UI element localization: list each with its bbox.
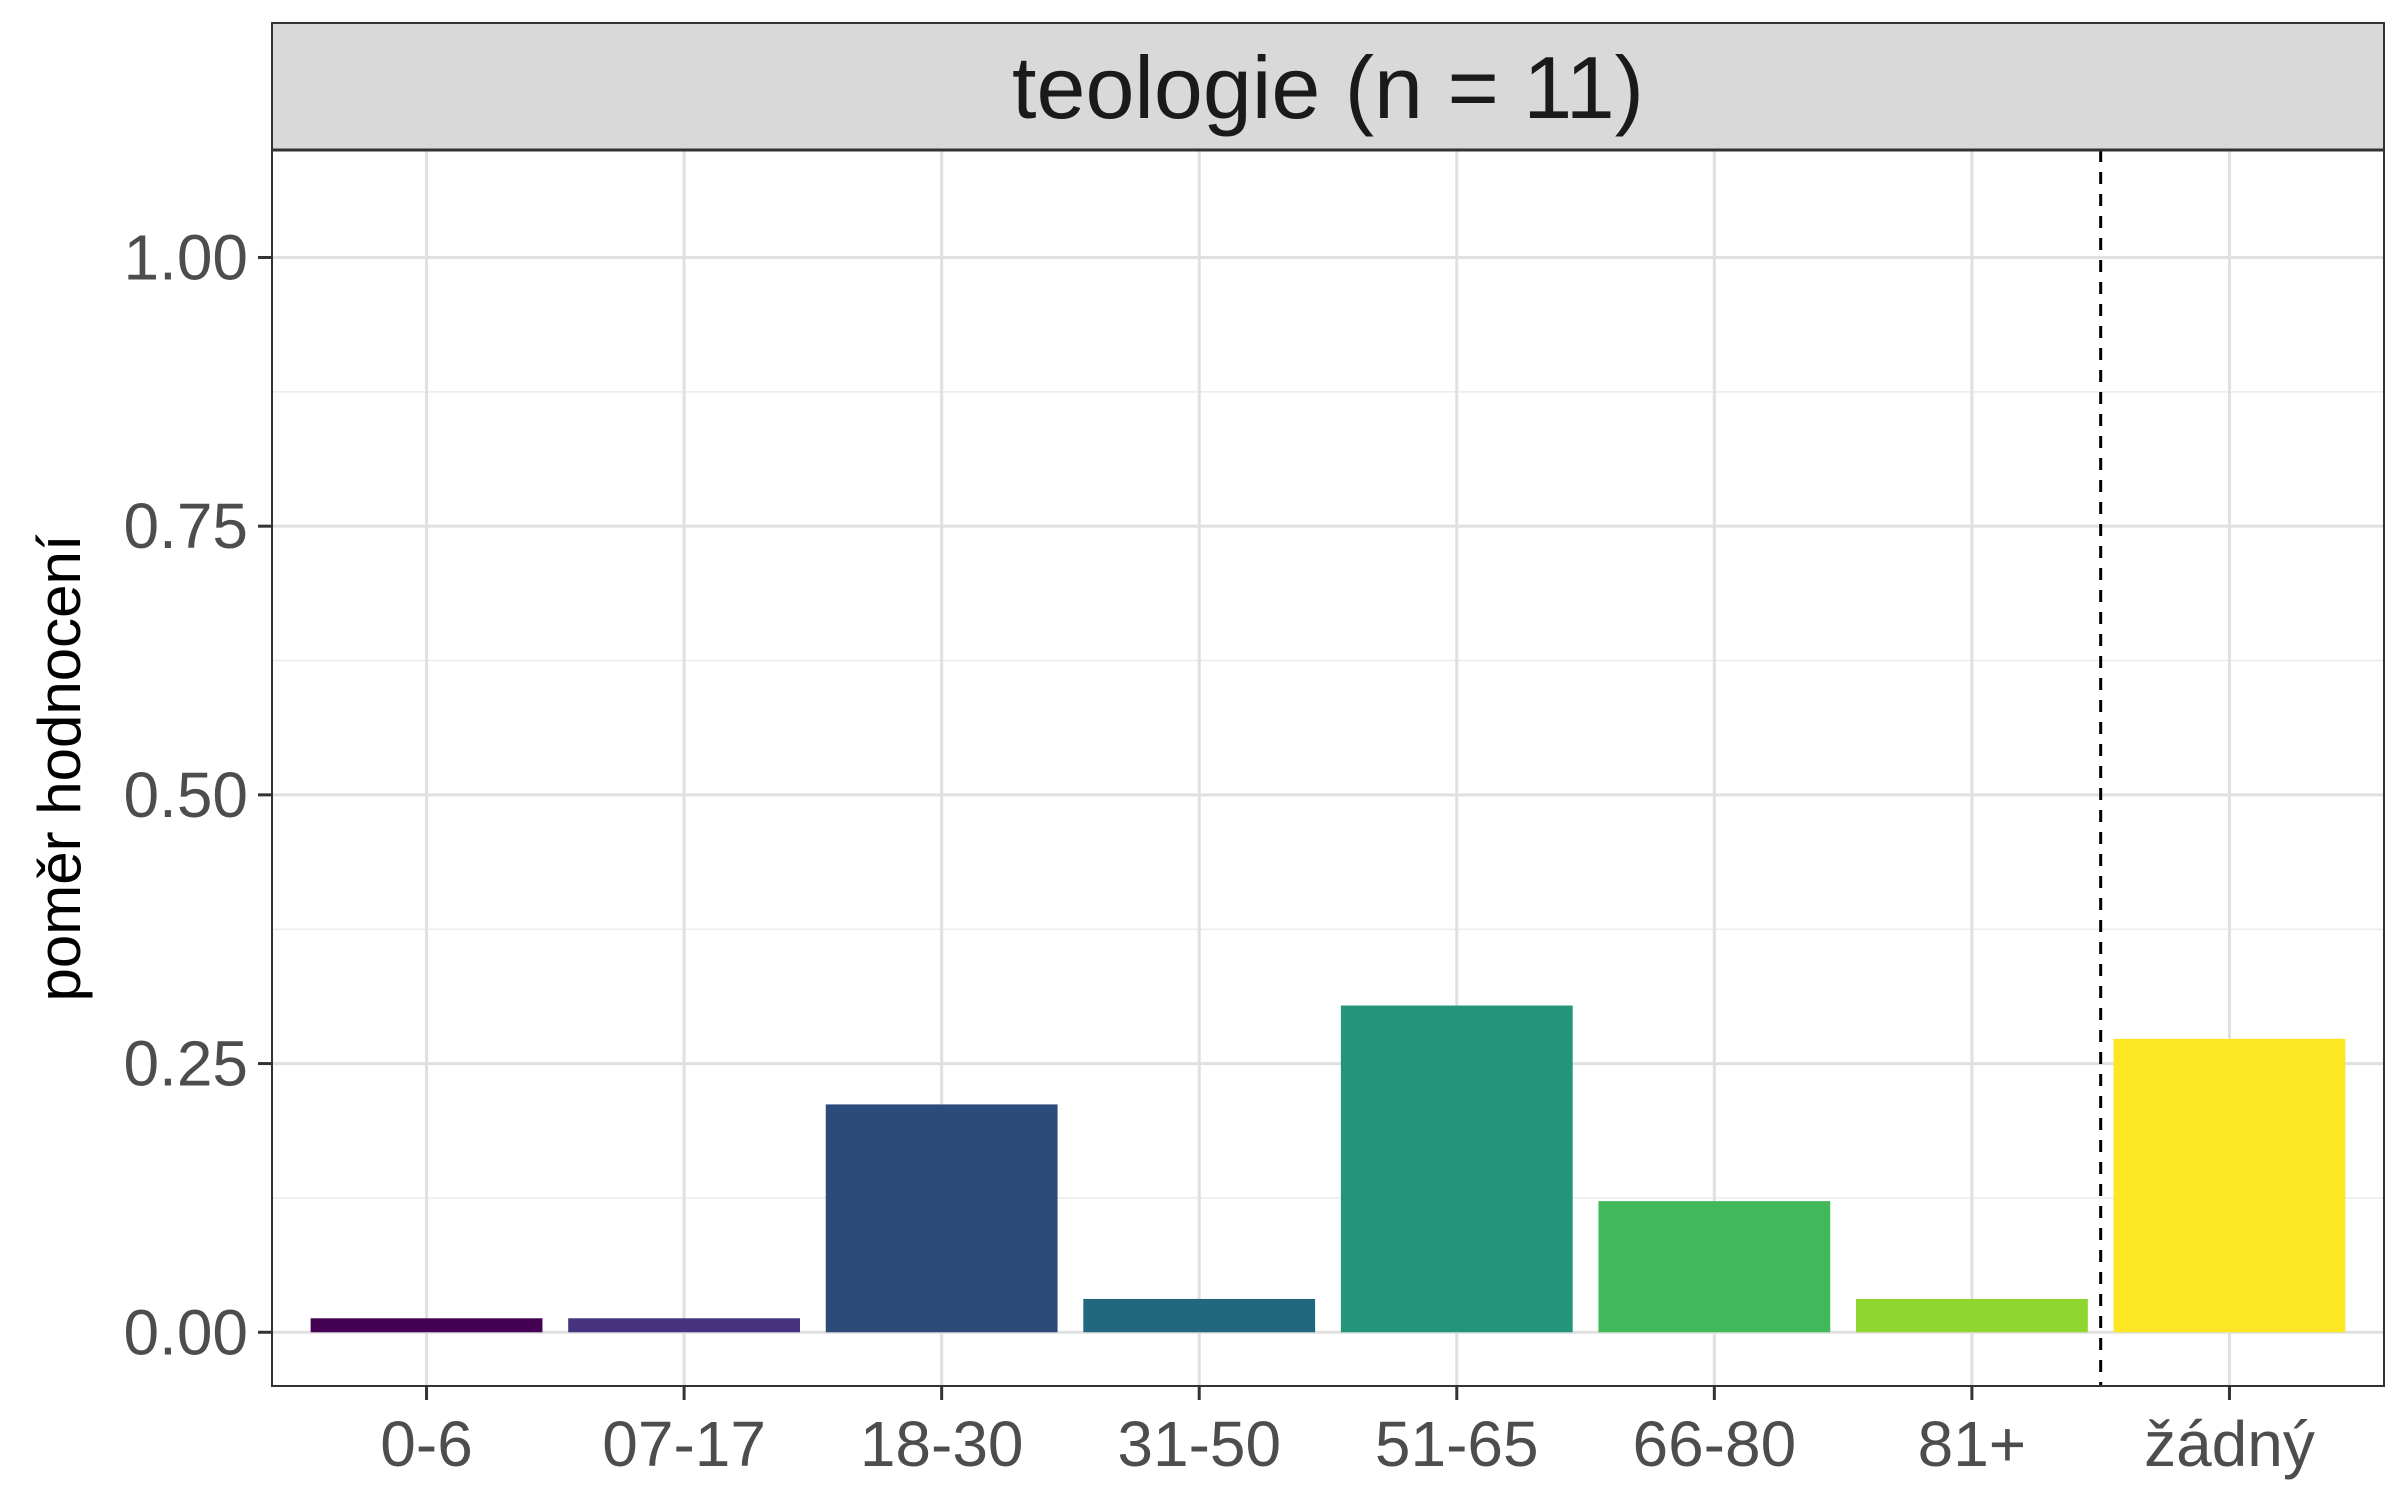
bar-layer bbox=[310, 1005, 2346, 1333]
facet-title: teologie (n = 11) bbox=[1012, 38, 1644, 137]
bar-18-30 bbox=[825, 1104, 1058, 1333]
panel-background bbox=[272, 150, 2384, 1386]
x-tick-label: 66-80 bbox=[1632, 1408, 1796, 1480]
bar-0-6 bbox=[310, 1318, 543, 1333]
x-tick-label: 0-6 bbox=[380, 1408, 473, 1480]
bar-51-65 bbox=[1340, 1005, 1573, 1333]
y-tick-label: 1.00 bbox=[123, 221, 248, 293]
bar-žádný bbox=[2113, 1038, 2346, 1333]
axis-layer: 0.00 0.25 0.50 0.75 1.00 0-6 07-17 18-30 31-50 51… bbox=[123, 221, 2314, 1480]
bar-31-50 bbox=[1083, 1298, 1316, 1333]
bar-07-17 bbox=[568, 1318, 800, 1333]
x-tick-label: 31-50 bbox=[1117, 1408, 1281, 1480]
x-tick-label: 07-17 bbox=[602, 1408, 766, 1480]
x-tick-label: žádný bbox=[2144, 1408, 2315, 1480]
y-tick-label: 0.75 bbox=[123, 490, 248, 562]
x-tick-label: 81+ bbox=[1918, 1408, 2027, 1480]
x-tick-label: 18-30 bbox=[860, 1408, 1024, 1480]
y-tick-label: 0.00 bbox=[123, 1296, 248, 1368]
bar-66-80 bbox=[1598, 1201, 1831, 1333]
x-tick-label: 51-65 bbox=[1375, 1408, 1539, 1480]
y-tick-label: 0.50 bbox=[123, 759, 248, 831]
y-tick-label: 0.25 bbox=[123, 1028, 248, 1100]
y-axis-label: poměr hodnocení bbox=[26, 534, 93, 1001]
facet-strip bbox=[271, 22, 2385, 151]
bar-81+ bbox=[1856, 1298, 2088, 1333]
